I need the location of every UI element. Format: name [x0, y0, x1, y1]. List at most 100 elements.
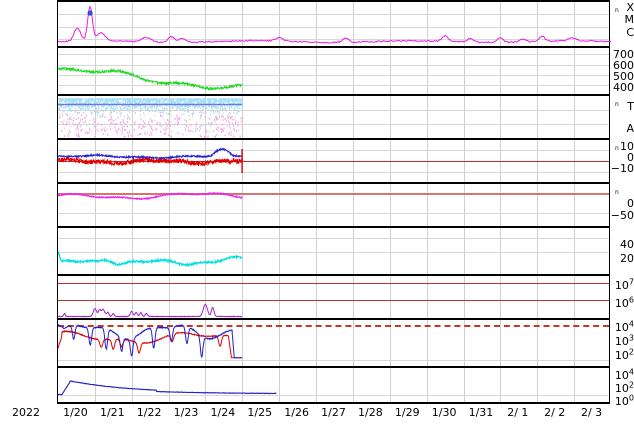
scatter-point-temperature	[200, 98, 202, 101]
scatter-point-grey	[232, 115, 234, 118]
gridline-vertical	[132, 368, 133, 402]
scatter-point-alpha	[229, 121, 231, 124]
scatter-point-temperature	[58, 98, 60, 100]
gridline-vertical	[574, 368, 575, 402]
scatter-point-temperature	[162, 107, 164, 110]
scatter-point-temperature	[207, 98, 209, 100]
scatter-point-alpha	[241, 116, 243, 119]
scatter-point-alpha	[77, 123, 79, 126]
scatter-point-grey	[73, 110, 75, 112]
scatter-point-alpha	[116, 131, 118, 134]
scatter-point-temperature	[58, 102, 60, 105]
scatter-point-temperature	[205, 105, 207, 107]
scatter-point-alpha	[130, 134, 132, 137]
scatter-point-temperature	[67, 100, 69, 102]
scatter-point-temperature	[119, 106, 121, 109]
scatter-point-temperature	[222, 99, 224, 102]
scatter-point-temperature	[108, 105, 110, 107]
gridline-vertical	[169, 368, 170, 402]
gridline-horizontal	[58, 238, 609, 239]
scatter-point-grey	[163, 111, 165, 113]
scatter-point-alpha	[151, 120, 153, 123]
ytick-ep-1e4: 104	[614, 319, 634, 334]
scatter-point-temperature	[171, 101, 173, 103]
scatter-point-temperature	[123, 98, 125, 100]
scatter-point-temperature	[116, 111, 118, 114]
scatter-point-alpha	[61, 121, 64, 124]
scatter-point-grey	[67, 118, 68, 120]
scatter-point-temperature	[72, 99, 74, 101]
scatter-point-temperature	[71, 101, 73, 103]
scatter-point-temperature	[99, 100, 101, 102]
scatter-point-temperature	[239, 104, 241, 107]
scatter-point-temperature	[238, 107, 240, 109]
scatter-point-alpha	[199, 125, 201, 128]
scatter-point-temperature	[58, 108, 60, 110]
gridline-vertical	[464, 2, 465, 46]
scatter-point-temperature	[84, 108, 86, 111]
scatter-point-temperature	[144, 103, 146, 105]
scatter-point-alpha	[237, 124, 239, 127]
scatter-point-grey	[222, 117, 224, 119]
scatter-point-grey	[224, 108, 226, 110]
scatter-point-temperature	[216, 100, 218, 103]
scatter-point-temperature	[64, 106, 66, 109]
scatter-point-temperature	[213, 99, 215, 101]
scatter-point-temperature	[107, 99, 109, 101]
scatter-point-temperature	[187, 109, 189, 111]
scatter-point-temperature	[126, 105, 128, 107]
scatter-point-grey	[217, 112, 219, 115]
scatter-point-grey	[187, 106, 189, 108]
gridline-vertical	[316, 276, 317, 318]
scatter-point-grey	[165, 107, 167, 110]
scatter-point-temperature	[61, 105, 63, 108]
scatter-point-grey	[199, 116, 201, 118]
scatter-point-temperature	[93, 103, 95, 105]
gridline-vertical	[537, 96, 538, 138]
scatter-point-alpha	[68, 130, 70, 133]
scatter-point-temperature	[107, 106, 109, 109]
gridline-vertical	[169, 96, 170, 138]
scatter-point-grey	[197, 106, 199, 108]
scatter-point-temperature	[124, 106, 126, 109]
scatter-point-alpha	[77, 117, 79, 120]
scatter-point-temperature	[110, 102, 112, 105]
scatter-point-grey	[233, 129, 235, 131]
scatter-point-temperature	[116, 98, 118, 100]
scatter-point-temperature	[204, 101, 206, 104]
scatter-point-temperature	[177, 107, 179, 109]
scatter-point-temperature	[223, 101, 225, 104]
gridline-vertical	[279, 320, 280, 366]
scatter-point-temperature	[149, 102, 151, 104]
scatter-point-temperature	[113, 109, 115, 111]
scatter-point-temperature	[178, 102, 180, 104]
scatter-point-temperature	[187, 111, 189, 114]
gridline-vertical	[500, 228, 501, 274]
scatter-point-temperature	[235, 109, 237, 112]
scatter-point-grey	[147, 106, 149, 108]
scatter-point-grey	[203, 124, 205, 126]
scatter-point-temperature	[208, 105, 210, 108]
scatter-point-alpha	[227, 117, 230, 120]
scatter-point-temperature	[138, 102, 140, 104]
scatter-point-temperature	[222, 99, 224, 102]
scatter-point-temperature	[153, 101, 155, 104]
scatter-point-temperature	[147, 98, 149, 100]
scatter-point-temperature	[229, 99, 231, 101]
scatter-point-temperature	[98, 98, 100, 101]
scatter-point-temperature	[72, 106, 74, 108]
scatter-point-alpha	[84, 131, 86, 134]
scatter-point-temperature	[130, 106, 132, 108]
scatter-point-temperature	[137, 98, 139, 100]
scatter-point-alpha	[126, 120, 128, 123]
scatter-point-temperature	[96, 101, 98, 103]
gridline-vertical	[427, 228, 428, 274]
scatter-point-temperature	[232, 100, 234, 103]
scatter-point-temperature	[59, 104, 61, 107]
scatter-point-temperature	[175, 106, 177, 108]
scatter-point-temperature	[71, 101, 73, 104]
scatter-point-temperature	[128, 104, 130, 106]
scatter-point-alpha	[103, 128, 105, 131]
scatter-point-temperature	[103, 100, 105, 103]
scatter-point-temperature	[116, 107, 118, 110]
